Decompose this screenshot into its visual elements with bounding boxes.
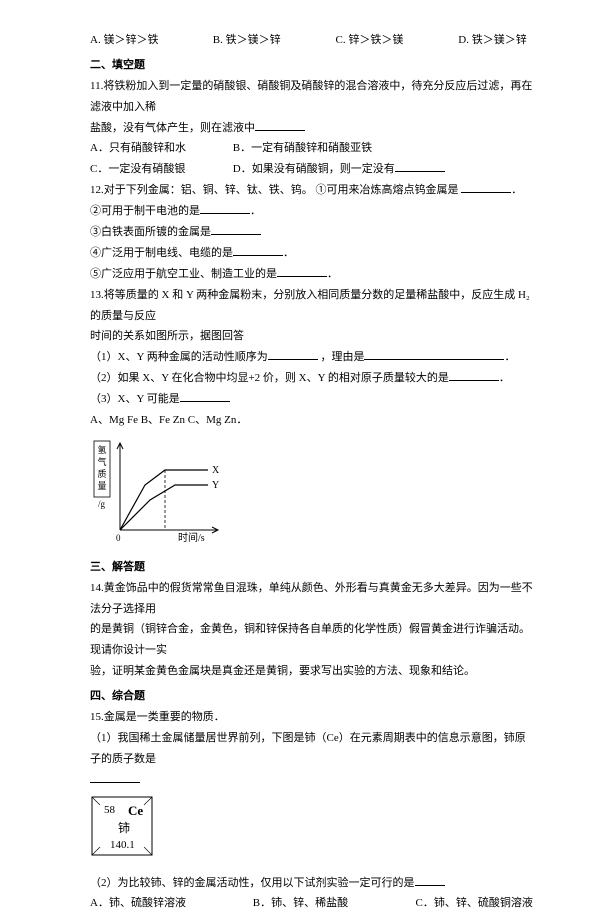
svg-text:Ce: Ce — [128, 803, 143, 818]
svg-text:气: 气 — [97, 456, 106, 467]
q12-l4: ④广泛用于制电线、电缆的是． — [90, 243, 535, 264]
ce-element-box: 58 Ce 铈 140.1 — [90, 795, 535, 869]
q14-l1: 14.黄金饰品中的假货常常鱼目混珠，单纯从颜色、外形看与真黄金无多大差异。因为一… — [90, 578, 535, 620]
q15-stem: 15.金属是一类重要的物质． — [90, 707, 535, 728]
svg-text:140.1: 140.1 — [110, 839, 135, 851]
svg-text:58: 58 — [104, 804, 116, 816]
q13-chart: 氢 气 质 量 /g X Y 0 时间/s — [90, 435, 535, 553]
q13-opts: A、Mg Fe B、Fe Zn C、Mg Zn． — [90, 410, 535, 431]
q12-l3: ③白铁表面所镀的金属是 — [90, 222, 535, 243]
q14-l2: 的是黄铜（铜锌合金，金黄色，铜和锌保持各自单质的化学性质）假冒黄金进行诈骗活动。… — [90, 619, 535, 661]
q11-stem-2: 盐酸，没有气体产生，则在滤液中 — [90, 118, 535, 139]
q15-p2: （2）为比较铈、锌的金属活动性，仅用以下试剂实验一定可行的是 — [90, 873, 535, 894]
q13-stem-1: 13.将等质量的 X 和 Y 两种金属粉末，分别放入相同质量分数的足量稀盐酸中，… — [90, 285, 535, 327]
svg-text:量: 量 — [97, 481, 106, 491]
q15-p1-blank — [90, 770, 535, 791]
q-top-options: A. 镁＞锌＞铁 B. 铁＞镁＞锌 C. 锌＞铁＞镁 D. 铁＞镁＞锌 — [90, 30, 535, 51]
svg-text:0: 0 — [116, 533, 121, 543]
opt-b: B. 铁＞镁＞锌 — [213, 30, 333, 51]
q12-l5: ⑤广泛应用于航空工业、制造工业的是． — [90, 264, 535, 285]
opt-c: C. 锌＞铁＞镁 — [336, 30, 456, 51]
q11-opts-cd: C．一定没有硝酸银 D．如果没有硝酸铜，则一定没有 — [90, 159, 535, 180]
section-2-heading: 二、填空题 — [90, 55, 535, 76]
q12-l2: ②可用于制干电池的是． — [90, 201, 535, 222]
svg-text:Y: Y — [212, 480, 219, 491]
svg-text:X: X — [212, 465, 220, 476]
q14-l3: 验，证明某金黄色金属块是真金还是黄铜，要求写出实验的方法、现象和结论。 — [90, 661, 535, 682]
q13-p3: （3）X、Y 可能是 — [90, 389, 535, 410]
svg-text:铈: 铈 — [118, 820, 130, 835]
section-4-heading: 四、综合题 — [90, 686, 535, 707]
q11-blank — [255, 118, 305, 131]
q13-p2: （2）如果 X、Y 在化合物中均显+2 价，则 X、Y 的相对原子质量较大的是． — [90, 368, 535, 389]
q12-stem: 12.对于下列金属：铝、铜、锌、钛、铁、钨。 ①可用来冶炼高熔点钨金属是 ． — [90, 180, 535, 201]
svg-text:时间/s: 时间/s — [178, 531, 205, 544]
q11-opts-ab: A．只有硝酸锌和水 B．一定有硝酸锌和硝酸亚铁 — [90, 138, 535, 159]
q13-p1: （1）X、Y 两种金属的活动性顺序为 ，理由是． — [90, 347, 535, 368]
section-3-heading: 三、解答题 — [90, 557, 535, 578]
q11-stem-1: 11.将铁粉加入到一定量的硝酸银、硝酸铜及硝酸锌的混合溶液中，待充分反应后过滤，… — [90, 76, 535, 118]
opt-a: A. 镁＞锌＞铁 — [90, 30, 210, 51]
svg-text:氢: 氢 — [97, 444, 106, 455]
q15-p1: （1）我国稀土金属储量居世界前列，下图是铈（Ce）在元素周期表中的信息示意图，铈… — [90, 728, 535, 770]
svg-text:质: 质 — [97, 468, 106, 479]
opt-d: D. 铁＞镁＞锌 — [458, 30, 526, 51]
svg-text:/g: /g — [98, 499, 106, 509]
q15-p2-opts: A．铈、硫酸锌溶液 B．铈、锌、稀盐酸 C．铈、锌、硫酸铜溶液 — [90, 893, 535, 914]
q13-stem-2: 时间的关系如图所示，据图回答 — [90, 326, 535, 347]
